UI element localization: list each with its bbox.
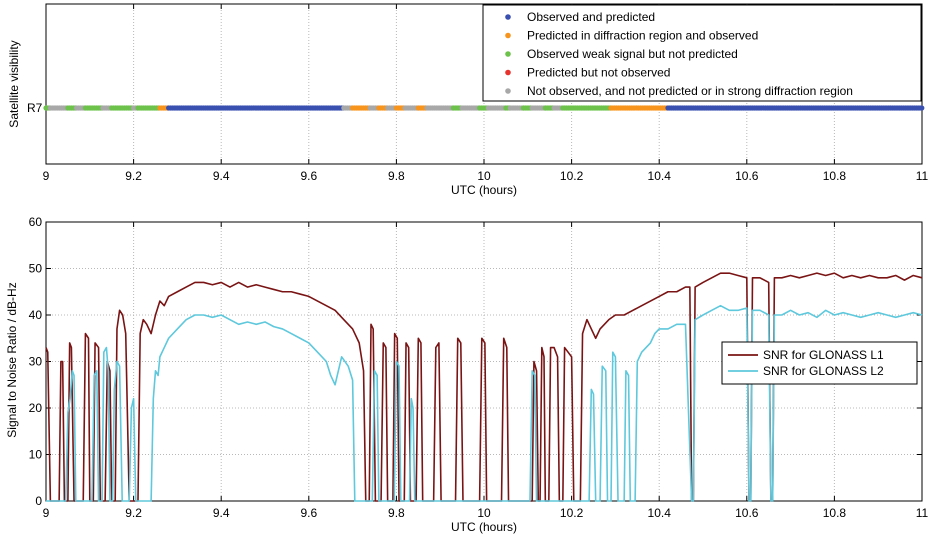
snr-y-tick-label: 20 [29,401,43,415]
visibility-legend-marker [505,88,511,94]
snr-panel: 9 9.2 9.4 9.6 9.8 10 10.2 10.4 10.6 10.8 11 0 10 20 3… [5,215,929,534]
visibility-legend-marker [505,32,511,39]
visibility-tick-label: 9.4 [213,169,230,183]
satellite-label: R7 [27,101,43,115]
snr-x-label: UTC (hours) [451,520,517,534]
visibility-tick-label: 10.8 [823,169,847,183]
visibility-tick-label: 10.6 [735,169,759,183]
snr-x-tick-label: 9 [43,506,50,520]
snr-y-tick-label: 30 [29,355,43,369]
snr-x-tick-label: 10.6 [735,506,759,520]
visibility-point [919,105,925,111]
visibility-legend-marker [505,69,511,76]
snr-x-tick-label: 10.8 [823,506,847,520]
visibility-legend-marker [505,14,511,20]
snr-legend: SNR for GLONASS L1 SNR for GLONASS L2 [721,341,918,385]
visibility-legend: Observed and predicted Predicted in diffr… [482,4,922,102]
snr-x-tick-label: 9.6 [300,506,317,520]
snr-y-tick-label: 50 [29,262,43,276]
visibility-tick-label: 9.2 [125,169,142,183]
visibility-y-label: Satellite visibility [7,40,21,127]
visibility-legend-label: Observed and predicted [527,10,655,24]
snr-legend-label: SNR for GLONASS L1 [763,348,884,362]
visibility-x-label: UTC (hours) [451,183,517,197]
visibility-tick-label: 10 [477,169,491,183]
visibility-panel: 9 9.2 9.4 9.6 9.8 10 10.2 10.4 10.6 10.8 11 R7 Sat… [7,3,929,197]
visibility-tick-label: 11 [916,169,929,183]
visibility-legend-label: Predicted in diffraction region and obse… [527,29,758,43]
snr-lines [45,272,923,502]
snr-x-tick-label: 10.4 [648,506,672,520]
snr-y-tick-label: 10 [29,448,43,462]
snr-y-tick-label: 40 [29,308,43,322]
visibility-tick-label: 10.2 [560,169,584,183]
visibility-tick-label: 9.8 [388,169,405,183]
visibility-legend-label: Observed weak signal but not predicted [527,47,738,61]
snr-l1-line [45,272,923,502]
snr-x-tick-label: 10.2 [560,506,584,520]
visibility-dots [43,105,925,111]
snr-y-label: Signal to Noise Ratio / dB-Hz [5,282,19,437]
visibility-tick-label: 9 [43,169,50,183]
snr-y-ticks: 0 10 20 30 40 50 60 [29,215,922,508]
snr-x-ticks: 9 9.2 9.4 9.6 9.8 10 10.2 10.4 10.6 10.8 11 [43,222,929,520]
visibility-legend-marker [505,51,511,57]
snr-grid [46,222,922,501]
snr-legend-label: SNR for GLONASS L2 [763,364,884,378]
snr-x-tick-label: 9.4 [213,506,230,520]
snr-legend-box [721,341,918,385]
visibility-legend-box [482,4,922,102]
snr-y-tick-label: 60 [29,215,43,229]
visibility-legend-label: Predicted but not observed [527,66,670,80]
snr-y-tick-label: 0 [35,494,42,508]
visibility-tick-label: 10.4 [648,169,672,183]
snr-x-tick-label: 11 [916,506,929,520]
visibility-legend-label: Not observed, and not predicted or in st… [527,84,853,98]
snr-x-tick-label: 9.2 [125,506,142,520]
snr-l2-line [46,304,923,502]
snr-x-tick-label: 9.8 [388,506,405,520]
snr-x-tick-label: 10 [477,506,491,520]
visibility-tick-label: 9.6 [300,169,317,183]
